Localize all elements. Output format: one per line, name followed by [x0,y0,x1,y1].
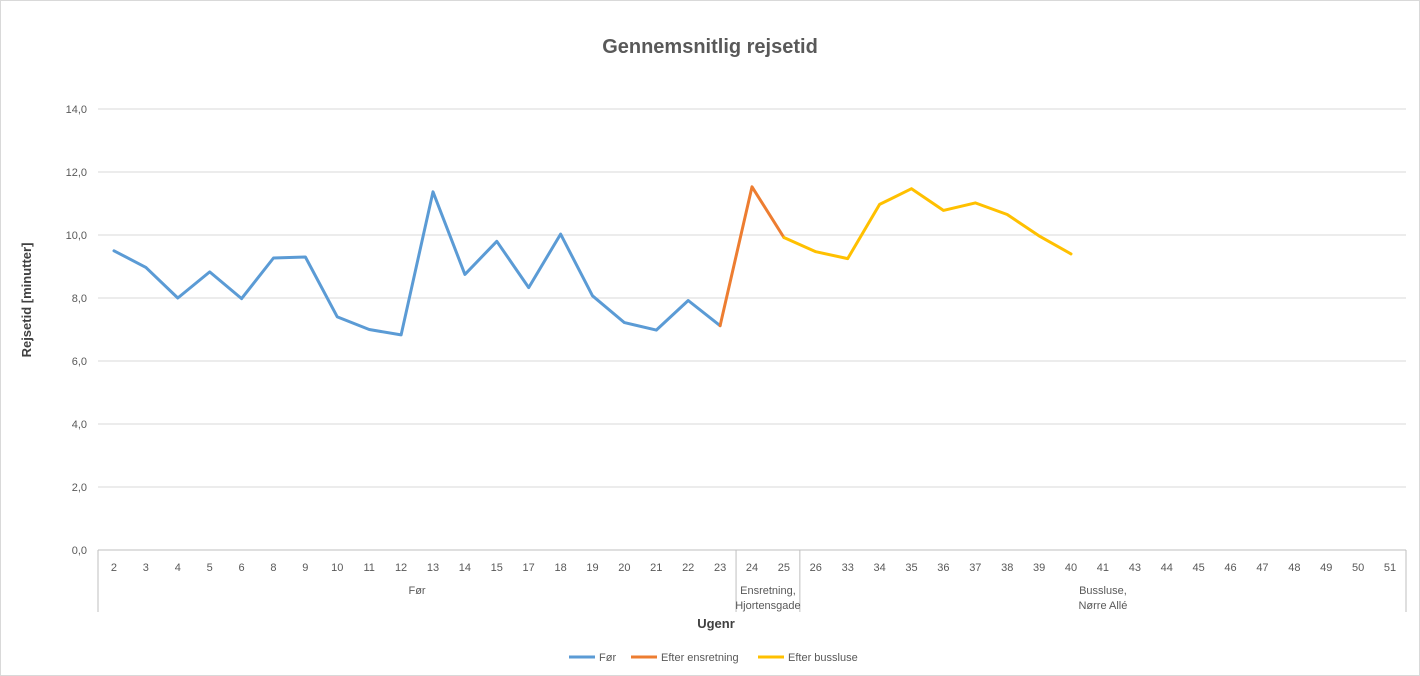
x-tick-label: 11 [363,562,374,574]
x-axis: 2 3 4 5 6 8 9 10 11 12 13 14 15 17 18 19 20 21 22 23 24 25 26 3… [97,550,1407,612]
x-tick-label: 14 [459,562,471,574]
y-tick-label: 0,0 [72,545,87,557]
x-tick-label: 4 [175,562,181,574]
x-tick-label: 49 [1320,562,1332,574]
x-tick-label: 24 [746,562,758,574]
x-tick-label: 37 [969,562,981,574]
group-label: Hjortensgade [735,600,800,612]
series-line [112,190,722,337]
x-tick-label: 5 [207,562,213,574]
legend-label: Efter bussluse [788,652,858,664]
x-tick-label: 21 [650,562,662,574]
legend: Før Efter ensretning Efter bussluse [569,652,858,664]
x-tick-label: 36 [937,562,949,574]
x-tick-label: 35 [905,562,917,574]
series-line [782,187,1073,261]
group-label: Bussluse, [1079,585,1127,597]
x-tick-label: 46 [1224,562,1236,574]
x-tick-label: 40 [1065,562,1077,574]
x-tick-label: 3 [143,562,149,574]
x-tick-label: 12 [395,562,407,574]
gridlines [98,108,1406,551]
y-tick-label: 2,0 [72,482,87,494]
chart-title: Gennemsnitlig rejsetid [602,36,818,58]
legend-label: Før [599,652,616,664]
x-tick-label: 39 [1033,562,1045,574]
x-tick-label: 6 [238,562,244,574]
x-tick-label: 41 [1097,562,1109,574]
y-tick-label: 6,0 [72,356,87,368]
x-tick-label: 51 [1384,562,1396,574]
x-tick-label: 23 [714,562,726,574]
y-tick-label: 4,0 [72,419,87,431]
x-tick-label: 26 [810,562,822,574]
x-tick-label: 18 [554,562,566,574]
x-tick-label: 25 [778,562,790,574]
group-label: Før [408,585,425,597]
x-axis-title: Ugenr [697,616,735,631]
y-axis-ticks: 0,0 2,0 4,0 6,0 8,0 10,0 12,0 14,0 [66,104,87,557]
y-axis-title: Rejsetid [minutter] [19,243,34,358]
x-tick-label: 38 [1001,562,1013,574]
x-tick-label: 9 [302,562,308,574]
x-tick-label: 48 [1288,562,1300,574]
x-tick-label: 34 [873,562,885,574]
y-tick-label: 14,0 [66,104,87,116]
x-tick-label: 17 [523,562,535,574]
x-tick-label: 15 [491,562,503,574]
x-tick-label: 2 [111,562,117,574]
series-line [718,185,786,328]
group-label: Ensretning, [740,585,796,597]
x-tick-label: 44 [1161,562,1173,574]
x-tick-label: 50 [1352,562,1364,574]
series-lines [112,185,1073,337]
x-tick-label: 20 [618,562,630,574]
x-tick-label: 8 [270,562,276,574]
group-label: Nørre Allé [1078,600,1127,612]
x-tick-label: 33 [842,562,854,574]
legend-label: Efter ensretning [661,652,739,664]
x-tick-label: 47 [1256,562,1268,574]
x-tick-label: 45 [1193,562,1205,574]
x-tick-label: 43 [1129,562,1141,574]
x-tick-label: 19 [586,562,598,574]
x-tick-label: 10 [331,562,343,574]
y-tick-label: 10,0 [66,230,87,242]
x-tick-label: 22 [682,562,694,574]
x-tick-label: 13 [427,562,439,574]
y-tick-label: 8,0 [72,293,87,305]
y-tick-label: 12,0 [66,167,87,179]
